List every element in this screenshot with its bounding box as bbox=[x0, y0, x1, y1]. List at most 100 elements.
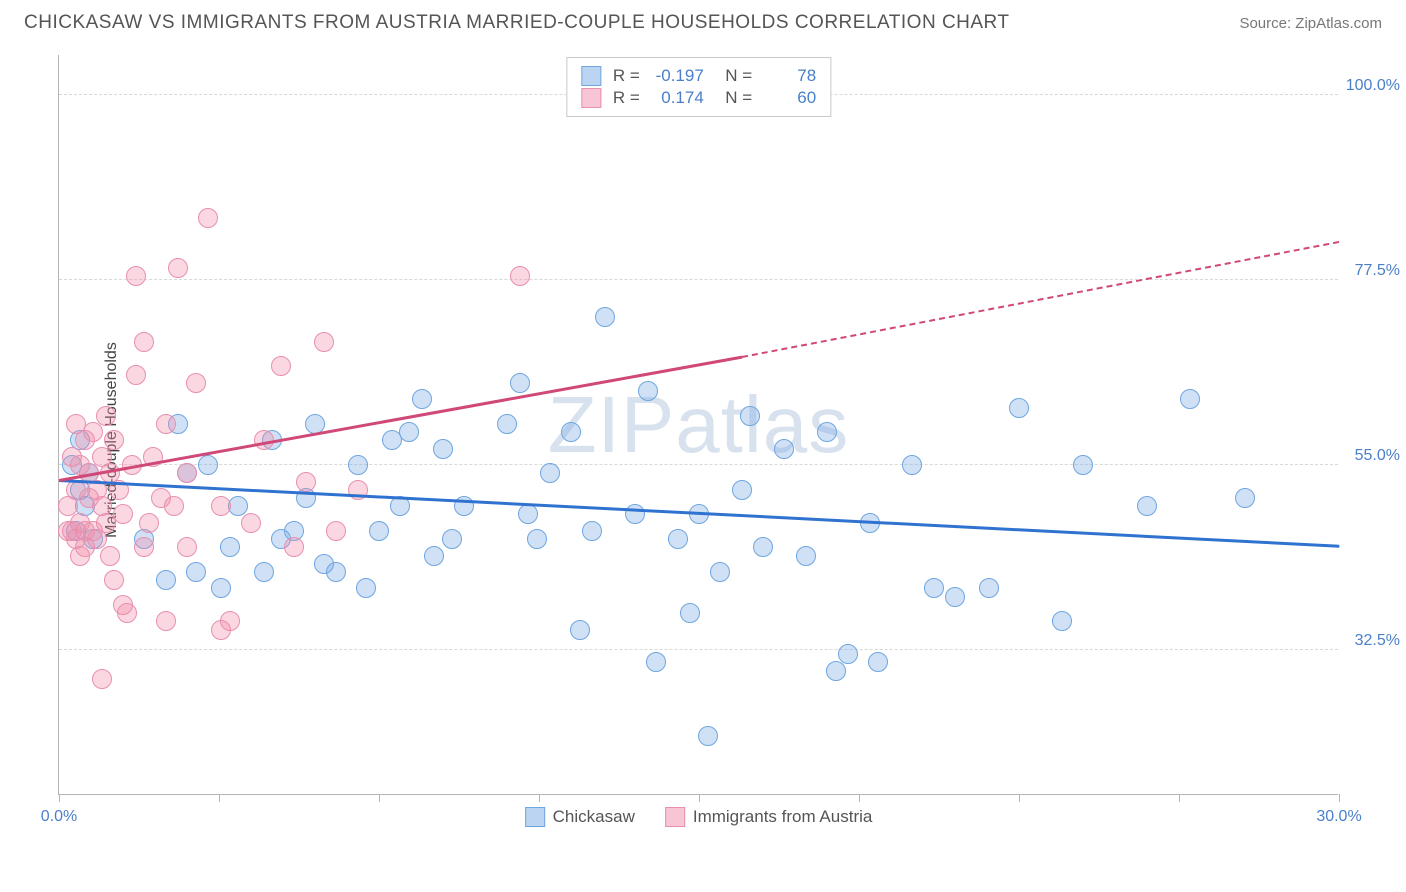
data-point bbox=[838, 644, 858, 664]
data-point bbox=[134, 332, 154, 352]
ytick-label: 100.0% bbox=[1346, 77, 1400, 95]
xtick bbox=[219, 794, 220, 802]
data-point bbox=[868, 652, 888, 672]
data-point bbox=[113, 504, 133, 524]
n-value-2: 60 bbox=[764, 88, 816, 108]
data-point bbox=[497, 414, 517, 434]
xtick bbox=[699, 794, 700, 802]
data-point bbox=[186, 373, 206, 393]
data-point bbox=[117, 603, 137, 623]
data-point bbox=[740, 406, 760, 426]
legend-item: Immigrants from Austria bbox=[665, 807, 873, 827]
data-point bbox=[284, 537, 304, 557]
data-point bbox=[412, 389, 432, 409]
chart-title: CHICKASAW VS IMMIGRANTS FROM AUSTRIA MAR… bbox=[24, 12, 1010, 34]
trendline bbox=[741, 241, 1339, 358]
data-point bbox=[1052, 611, 1072, 631]
data-point bbox=[638, 381, 658, 401]
data-point bbox=[369, 521, 389, 541]
stats-row: R =-0.197 N =78 bbox=[581, 66, 816, 86]
data-point bbox=[698, 726, 718, 746]
data-point bbox=[92, 669, 112, 689]
data-point bbox=[100, 546, 120, 566]
xtick bbox=[1019, 794, 1020, 802]
xtick-label: 30.0% bbox=[1316, 808, 1361, 826]
data-point bbox=[168, 258, 188, 278]
data-point bbox=[510, 266, 530, 286]
data-point bbox=[177, 463, 197, 483]
source-label: Source: ZipAtlas.com bbox=[1239, 15, 1382, 32]
data-point bbox=[424, 546, 444, 566]
legend-swatch-2 bbox=[665, 807, 685, 827]
plot-region: ZIPatlas R =-0.197 N =78 R =0.174 N =60 … bbox=[58, 55, 1338, 795]
legend-label-1: Chickasaw bbox=[553, 807, 635, 827]
data-point bbox=[527, 529, 547, 549]
data-point bbox=[220, 537, 240, 557]
data-point bbox=[979, 578, 999, 598]
data-point bbox=[710, 562, 730, 582]
data-point bbox=[104, 430, 124, 450]
data-point bbox=[817, 422, 837, 442]
data-point bbox=[510, 373, 530, 393]
data-point bbox=[945, 587, 965, 607]
data-point bbox=[433, 439, 453, 459]
xtick bbox=[1339, 794, 1340, 802]
r-value-1: -0.197 bbox=[652, 66, 704, 86]
data-point bbox=[348, 455, 368, 475]
data-point bbox=[1180, 389, 1200, 409]
data-point bbox=[399, 422, 419, 442]
data-point bbox=[254, 562, 274, 582]
gridline bbox=[59, 464, 1338, 465]
series-swatch-2 bbox=[581, 88, 601, 108]
data-point bbox=[582, 521, 602, 541]
data-point bbox=[186, 562, 206, 582]
data-point bbox=[753, 537, 773, 557]
r-value-2: 0.174 bbox=[652, 88, 704, 108]
data-point bbox=[134, 537, 154, 557]
data-point bbox=[540, 463, 560, 483]
data-point bbox=[902, 455, 922, 475]
data-point bbox=[668, 529, 688, 549]
data-point bbox=[139, 513, 159, 533]
data-point bbox=[104, 570, 124, 590]
ytick-label: 77.5% bbox=[1355, 262, 1400, 280]
ytick-label: 32.5% bbox=[1355, 632, 1400, 650]
data-point bbox=[156, 414, 176, 434]
data-point bbox=[314, 332, 334, 352]
n-value-1: 78 bbox=[764, 66, 816, 86]
data-point bbox=[198, 208, 218, 228]
xtick bbox=[539, 794, 540, 802]
data-point bbox=[126, 266, 146, 286]
xtick-label: 0.0% bbox=[41, 808, 77, 826]
data-point bbox=[826, 661, 846, 681]
data-point bbox=[296, 472, 316, 492]
data-point bbox=[58, 521, 78, 541]
data-point bbox=[326, 521, 346, 541]
data-point bbox=[126, 365, 146, 385]
data-point bbox=[156, 570, 176, 590]
data-point bbox=[1073, 455, 1093, 475]
data-point bbox=[796, 546, 816, 566]
xtick bbox=[1179, 794, 1180, 802]
xtick bbox=[859, 794, 860, 802]
stats-legend: R =-0.197 N =78 R =0.174 N =60 bbox=[566, 57, 831, 117]
header: CHICKASAW VS IMMIGRANTS FROM AUSTRIA MAR… bbox=[0, 0, 1406, 42]
data-point bbox=[442, 529, 462, 549]
data-point bbox=[1235, 488, 1255, 508]
legend-swatch-1 bbox=[525, 807, 545, 827]
chart-area: Married-couple Households ZIPatlas R =-0… bbox=[48, 55, 1358, 825]
xtick bbox=[379, 794, 380, 802]
ytick-label: 55.0% bbox=[1355, 447, 1400, 465]
gridline bbox=[59, 649, 1338, 650]
stats-row: R =0.174 N =60 bbox=[581, 88, 816, 108]
data-point bbox=[680, 603, 700, 623]
data-point bbox=[774, 439, 794, 459]
data-point bbox=[561, 422, 581, 442]
data-point bbox=[164, 496, 184, 516]
data-point bbox=[326, 562, 346, 582]
data-point bbox=[96, 406, 116, 426]
data-point bbox=[211, 578, 231, 598]
xtick bbox=[59, 794, 60, 802]
data-point bbox=[211, 496, 231, 516]
data-point bbox=[271, 356, 291, 376]
